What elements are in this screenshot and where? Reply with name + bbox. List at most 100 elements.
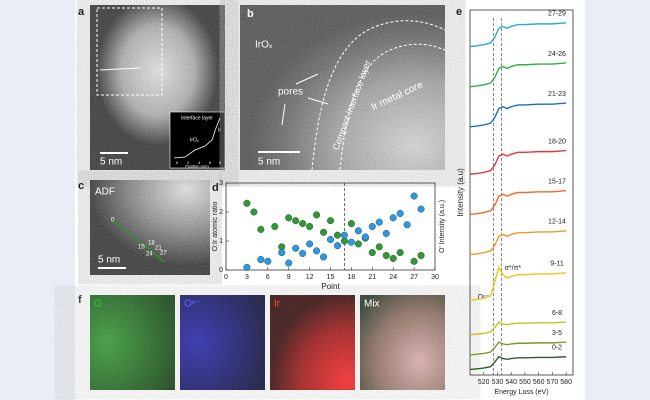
point: [403, 221, 411, 229]
x-tick-label: 24: [389, 274, 397, 281]
point: [285, 214, 293, 222]
x-tick-label: 9: [287, 274, 291, 281]
point: [313, 211, 321, 219]
point: [327, 217, 335, 225]
series-label: 3-5: [552, 330, 562, 337]
point: [368, 222, 376, 230]
point: [347, 220, 355, 228]
point: [313, 247, 321, 255]
point: [327, 236, 335, 244]
spectrum: [469, 355, 567, 371]
x-tick-label: 15: [327, 274, 335, 281]
annotation: σ*/π*: [505, 265, 522, 272]
inset-tick: 8: [219, 160, 222, 165]
point: [299, 220, 307, 228]
spectrum: [469, 265, 567, 301]
x-tick-label: 30: [431, 274, 439, 281]
point: [320, 228, 328, 236]
boundary: [339, 43, 446, 171]
point: [333, 231, 341, 239]
series-label: 9-11: [550, 261, 564, 268]
point-label: 18: [148, 241, 155, 247]
map-label: O: [94, 299, 102, 310]
point: [354, 227, 362, 235]
inset-tick: 0: [176, 160, 179, 165]
series-label: 6-8: [552, 310, 562, 317]
point: [396, 209, 404, 217]
inset-tick: 6: [209, 160, 212, 165]
point: [306, 222, 314, 230]
scale-label: 5 nm: [100, 157, 122, 168]
point-label: 27: [160, 251, 167, 257]
spectrum: [469, 341, 567, 356]
x-tick-label: 12: [306, 274, 314, 281]
series-label: 15-17: [548, 179, 566, 186]
x-tick-label: 3: [245, 274, 249, 281]
annotation: Oⁿ⁻: [478, 294, 490, 301]
series-label: 18-20: [548, 138, 566, 145]
point: [382, 229, 390, 237]
y2-axis-label: O' Intensity (a.u.): [439, 200, 446, 253]
panel-label: d: [212, 182, 219, 194]
point: [243, 263, 251, 271]
panel-label: c: [78, 180, 84, 192]
panel-label: a: [78, 6, 85, 18]
spectrum: [469, 189, 567, 216]
point: [361, 233, 369, 241]
point: [257, 225, 265, 233]
point-label: 0: [111, 218, 115, 224]
scale-label: 5 nm: [258, 157, 280, 168]
x-tick-label: 560: [533, 379, 545, 386]
roi-box: [96, 7, 163, 96]
inset: [169, 111, 226, 169]
point-label: 24: [146, 252, 153, 258]
x-tick-label: 520: [478, 379, 490, 386]
inset-tick: 2: [187, 160, 190, 165]
point: [382, 251, 390, 259]
map-label: Mix: [364, 299, 380, 310]
point: [354, 240, 362, 248]
x-tick-label: 27: [410, 274, 418, 281]
spectrum: [469, 62, 567, 88]
panel-label: b: [247, 8, 254, 20]
x-axis-label: Point: [321, 282, 340, 291]
y-axis-label: O:Ir atomic ratio: [212, 202, 219, 252]
profile-line: [99, 67, 141, 71]
region-label: IrOₓ: [255, 40, 273, 51]
inset-title: Interface layer: [181, 115, 213, 121]
point: [243, 199, 251, 207]
y-tick-label: 0: [219, 267, 223, 274]
y-tick-label: 2: [219, 209, 223, 216]
boundary: [311, 20, 446, 171]
noise: [90, 295, 445, 390]
point: [292, 244, 300, 252]
noise: [240, 5, 445, 170]
point: [285, 259, 293, 267]
spectrum: [469, 321, 567, 336]
point: [340, 231, 348, 239]
point: [299, 249, 307, 257]
x-tick-label: 0: [224, 274, 228, 281]
point: [396, 249, 404, 257]
point: [368, 249, 376, 257]
spectrum: [469, 230, 567, 256]
panel-label: f: [78, 294, 82, 306]
map-label: Ir: [274, 299, 281, 310]
point: [410, 192, 418, 200]
point: [375, 218, 383, 226]
x-tick-label: 6: [266, 274, 270, 281]
x-tick-label: 530: [492, 379, 504, 386]
series-label: 12-14: [548, 219, 566, 226]
point: [410, 257, 418, 265]
point: [264, 257, 272, 265]
arrows: [281, 73, 329, 126]
y-tick-label: 1: [219, 238, 223, 245]
point: [271, 222, 279, 230]
x-tick-label: 570: [547, 379, 559, 386]
y-tick-label: 3: [219, 180, 223, 187]
series-label: 27-29: [548, 11, 566, 18]
point: [389, 214, 397, 222]
point: [333, 242, 341, 250]
